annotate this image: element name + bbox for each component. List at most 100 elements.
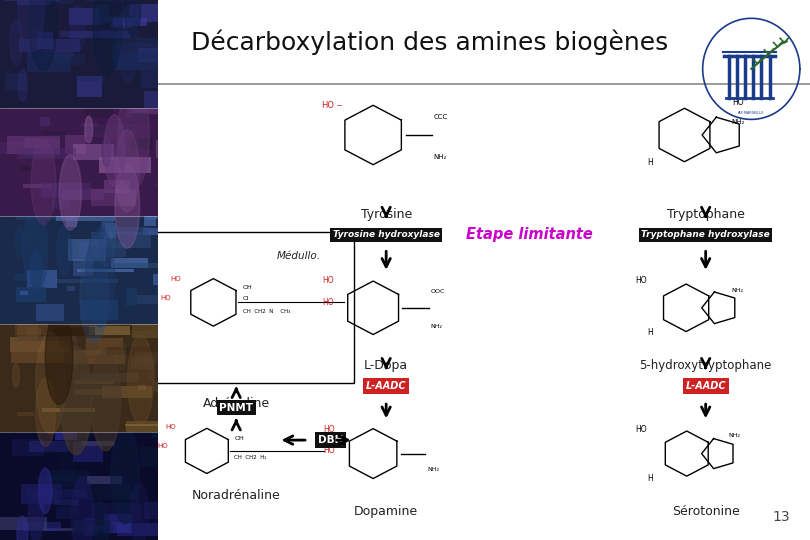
Circle shape [60,347,92,455]
Bar [62,190,104,200]
Bar [0,432,158,540]
Text: Dopamine: Dopamine [354,505,418,518]
Text: HO: HO [165,424,176,430]
Bar [28,52,70,72]
Text: HO: HO [635,425,647,434]
Bar [69,8,100,25]
Bar [17,324,38,342]
Bar [138,48,195,62]
Circle shape [115,130,139,212]
Bar [48,470,90,485]
Bar [111,22,132,28]
Circle shape [117,6,139,83]
Text: Noradrénaline: Noradrénaline [192,489,280,502]
Bar [83,125,135,137]
Bar [45,450,55,453]
Text: NH₂: NH₂ [427,467,439,472]
Bar [75,483,130,501]
Text: OOC: OOC [430,289,445,294]
Bar [21,484,62,504]
Text: OH: OH [234,436,244,441]
Bar [153,274,167,285]
Text: NH₂: NH₂ [728,434,740,438]
Bar [0,142,50,154]
Text: Adrénaline: Adrénaline [202,397,270,410]
Bar [29,441,70,453]
Text: 13: 13 [773,510,791,524]
Bar [75,77,105,80]
Bar [111,258,147,268]
Bar [57,207,115,221]
Bar [127,491,139,499]
Circle shape [80,246,109,343]
Bar [26,327,41,348]
Bar [126,423,179,427]
Text: HO: HO [322,276,334,285]
Bar [60,31,97,37]
Bar [148,360,156,381]
Bar [105,223,116,238]
Bar [130,357,155,369]
Bar [17,0,50,5]
Text: Décarboxylation des amines biogènes: Décarboxylation des amines biogènes [190,30,667,55]
Circle shape [85,116,92,143]
Text: Etape limitante: Etape limitante [467,227,593,242]
Bar [100,423,137,432]
Text: HO: HO [170,276,181,282]
Text: H: H [647,158,653,167]
Bar [43,131,66,135]
Bar [82,442,115,446]
Bar [156,47,215,65]
Circle shape [115,164,139,248]
Bar [75,389,108,395]
Text: Médullo.: Médullo. [277,251,321,261]
Bar [156,387,201,392]
Text: CCC: CCC [434,114,448,120]
Text: NH₂: NH₂ [434,154,447,160]
Circle shape [31,251,42,290]
Bar [73,520,111,534]
Bar [87,476,122,483]
Bar [123,206,139,212]
Circle shape [104,114,125,186]
Circle shape [103,208,113,243]
Bar [98,5,109,23]
Circle shape [29,0,57,71]
Bar [65,134,87,154]
Bar [11,342,72,363]
Bar [130,138,153,149]
Circle shape [86,228,115,327]
Circle shape [45,310,73,404]
Bar [0,216,158,324]
Text: H: H [647,328,653,337]
Text: HO: HO [160,295,171,301]
Bar [66,286,75,292]
Bar [104,180,130,193]
Bar [132,322,188,338]
Bar [73,442,103,462]
Bar [19,292,28,295]
Bar [20,166,32,171]
Bar [86,0,137,1]
Bar [49,0,75,4]
Bar [143,208,156,226]
Text: CH  CH2  H₂: CH CH2 H₂ [234,455,266,460]
Bar [139,384,147,390]
Text: Tyrosine: Tyrosine [360,208,411,221]
Text: HO: HO [157,443,168,449]
Bar [113,18,147,25]
Bar [83,126,133,132]
Bar [40,117,50,126]
Text: AIX·MARSEILLE: AIX·MARSEILLE [738,111,765,115]
Bar [15,324,48,335]
Bar [41,528,73,531]
Bar [36,304,65,321]
Bar [117,523,166,536]
Bar [15,287,46,302]
Circle shape [91,349,121,451]
Bar [102,386,151,399]
Bar [87,338,123,355]
Bar [137,38,190,47]
Text: Cl: Cl [243,296,249,301]
Text: HO: HO [731,98,744,107]
